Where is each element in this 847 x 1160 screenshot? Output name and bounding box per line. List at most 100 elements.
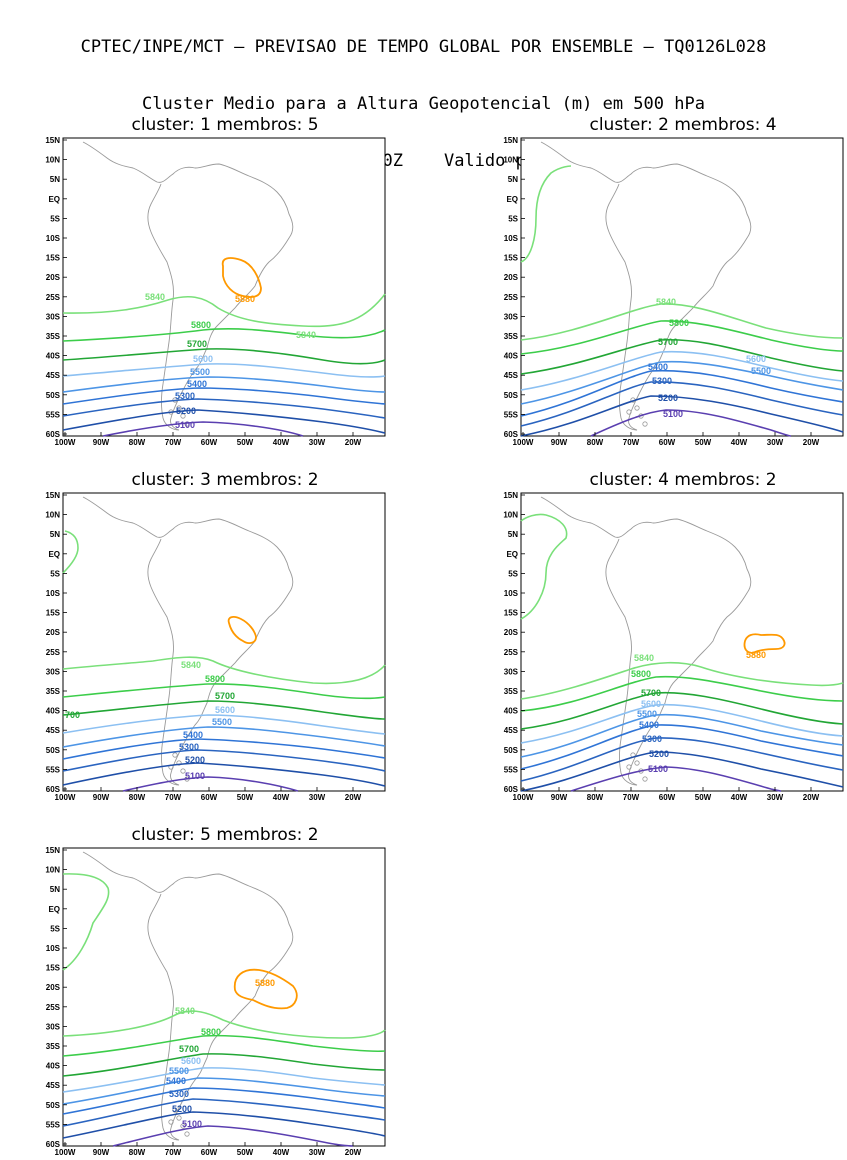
contour-label: 5400 [648,362,668,372]
longitude-tick-label: 30W [767,793,784,802]
latitude-tick-label: 5S [50,214,60,223]
contour-label: 5400 [639,720,659,730]
panel-title: cluster: 5 membros: 2 [131,825,318,845]
latitude-tick-label: 45S [504,371,519,380]
latitude-tick-label: 5S [50,569,60,578]
longitude-tick-label: 50W [237,1148,254,1157]
contour-5500 [62,726,386,748]
contour-label: 5880 [255,978,275,988]
island [642,421,648,427]
latitude-tick-label: 20S [504,273,519,282]
contour-5300 [520,381,844,427]
latitude-tick-label: 15S [46,609,61,618]
longitude-tick-label: 50W [237,793,254,802]
map-frame [62,137,386,437]
island [172,1107,178,1113]
latitude-tick-label: 35S [46,332,61,341]
contour-5400 [62,387,386,405]
contour-label: 5500 [212,717,232,727]
contour-5800 [520,320,844,355]
contour-5700 [62,700,386,720]
latitude-tick-label: 50S [46,1101,61,1110]
latitude-tick-label: 25S [46,293,61,302]
latitude-tick-label: EQ [506,195,518,204]
latitude-tick-label: 55S [504,410,519,419]
contour-label: 5400 [187,379,207,389]
contour-label: 5600 [215,705,235,715]
contour-label: 5600 [181,1056,201,1066]
latitude-tick-label: 50S [504,391,519,400]
contour-label: 5700 [641,688,661,698]
latitude-tick-label: 55S [46,410,61,419]
contour-label: 5700 [187,339,207,349]
longitude-tick-label: 70W [165,1148,182,1157]
panel-title: cluster: 2 membros: 4 [589,115,776,135]
contour-5840 [62,293,386,328]
contour-5840 [62,530,386,685]
latitude-labels: 15N 10N 5N EQ 5S 10S 15S 20S 25S 30S 35S 40S 45S 50S 5… [503,136,525,439]
contour-label: 5200 [185,755,205,765]
longitude-tick-label: 100W [513,438,534,447]
contour-label: 5700 [658,337,678,347]
latitude-tick-label: 25S [504,648,519,657]
latitude-tick-label: 5N [50,175,60,184]
contour-5700 [62,348,386,365]
longitude-tick-label: 90W [93,1148,110,1157]
contour-label: 5700 [215,691,235,701]
longitude-tick-label: 50W [695,438,712,447]
contour-label: 5200 [649,749,669,759]
latitude-tick-label: 5N [508,175,518,184]
latitude-tick-label: 60S [504,430,519,439]
island [634,405,640,411]
contour-5500 [62,1077,386,1105]
latitude-tick-label: 15S [504,609,519,618]
contour-label: 5300 [642,734,662,744]
latitude-tick-label: 10N [45,866,60,875]
panel-title: cluster: 1 membros: 5 [131,115,318,135]
contour-5100 [590,409,792,437]
contour-label: 5100 [648,764,668,774]
latitude-tick-label: 15N [503,136,518,145]
longitude-tick-label: 90W [93,793,110,802]
coastline-path [82,141,294,431]
contour-label: 5800 [669,318,689,328]
contour-5840 [520,165,844,341]
longitude-tick-label: 80W [129,438,146,447]
latitude-tick-label: 35S [504,687,519,696]
contour-5400 [62,738,386,760]
contour-label: 5200 [176,406,196,416]
latitude-labels: 15N 10N 5N EQ 5S 10S 15S 20S 25S 30S 35S 40S 45S 50S 5… [45,136,67,439]
coastline-path [540,141,752,431]
contour-label: 5500 [169,1066,189,1076]
latitude-tick-label: 30S [46,667,61,676]
latitude-tick-label: 40S [504,352,519,361]
contour-5700 [520,338,844,375]
contour-5300 [62,1098,386,1127]
contour-5800 [62,683,386,700]
latitude-tick-label: 55S [504,765,519,774]
longitude-tick-label: 30W [309,1148,326,1157]
longitude-tick-label: 50W [237,438,254,447]
latitude-tick-label: 25S [46,648,61,657]
latitude-tick-label: 45S [46,371,61,380]
longitude-tick-label: 20W [803,793,820,802]
latitude-tick-label: 30S [46,1022,61,1031]
island [180,413,186,419]
latitude-tick-label: 50S [504,746,519,755]
contour-label: 5300 [175,391,195,401]
contour-5700 [62,1053,386,1077]
latitude-tick-label: 10N [45,156,60,165]
contour-label: 5800 [191,320,211,330]
latitude-tick-label: 5N [50,530,60,539]
contour-5300 [62,749,386,772]
latitude-tick-label: 50S [46,746,61,755]
contour-label: 5500 [190,367,210,377]
latitude-tick-label: 20S [46,628,61,637]
contour-label: 5800 [201,1027,221,1037]
island [184,1131,190,1137]
contour-label: 5300 [179,742,199,752]
contour-label: 5500 [751,366,771,376]
contour-5600 [62,714,386,735]
contour-label: 5840 [634,653,654,663]
coastline-path [82,851,294,1141]
